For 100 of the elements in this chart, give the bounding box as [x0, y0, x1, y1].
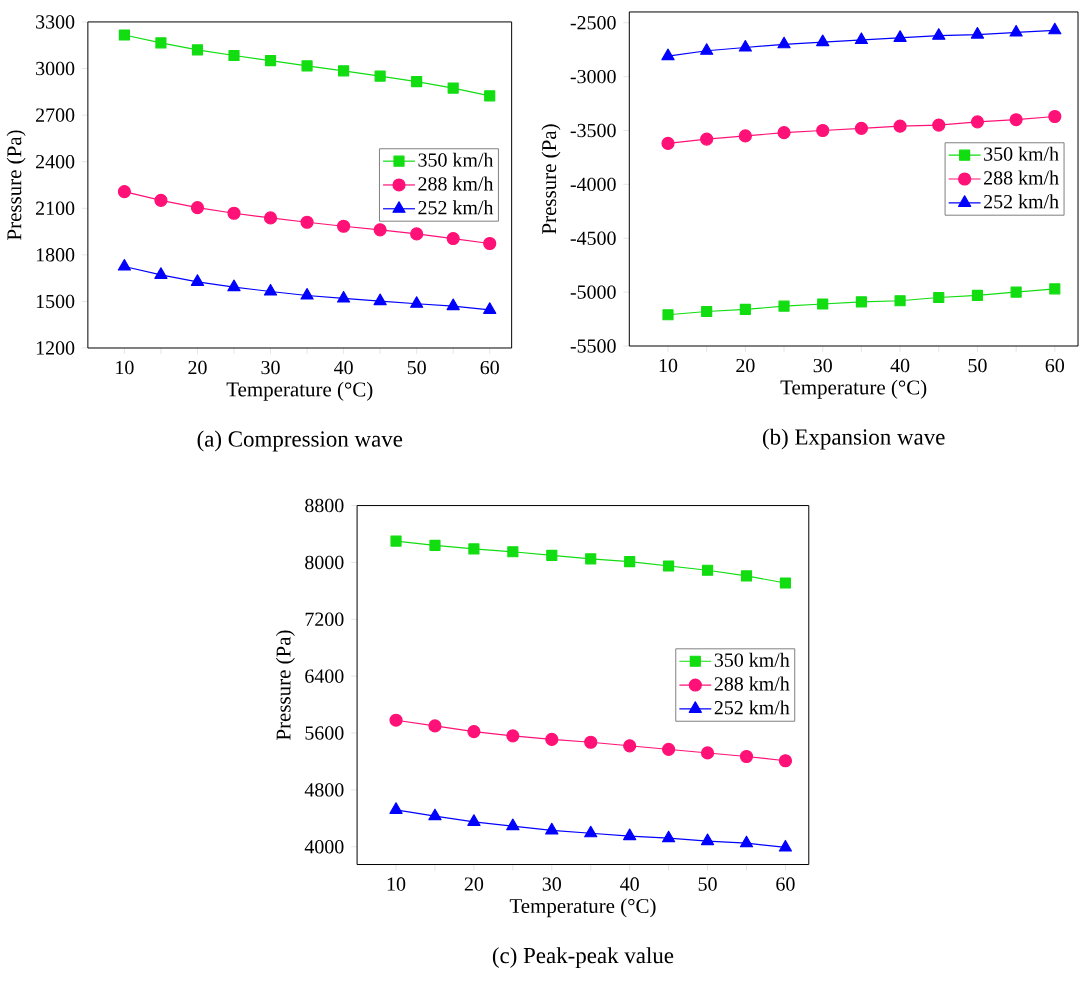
- point: [411, 75, 423, 88]
- y-tick-label: 1200: [36, 341, 75, 355]
- point: [623, 739, 637, 753]
- legend-label: 350 km/h: [984, 146, 1059, 161]
- point: [778, 300, 790, 312]
- point: [390, 535, 402, 547]
- y-tick-label: -4000: [570, 177, 616, 192]
- y-axis-title: Pressure (Pa): [541, 124, 561, 234]
- x-axis-title: Temperature (°C): [509, 898, 656, 918]
- point: [227, 206, 241, 220]
- x-tick-label: 30: [542, 877, 561, 891]
- y-tick-label: 8000: [305, 555, 344, 570]
- legend-label: 288 km/h: [714, 676, 790, 691]
- point: [483, 302, 497, 314]
- y-tick-label: -5000: [570, 285, 616, 299]
- point: [300, 215, 314, 229]
- y-tick-label: 4000: [304, 839, 344, 854]
- point: [854, 121, 868, 135]
- y-tick-label: -5500: [570, 339, 616, 353]
- point: [428, 719, 442, 733]
- point: [410, 227, 424, 241]
- point: [190, 274, 205, 286]
- point: [338, 65, 350, 77]
- point: [117, 258, 132, 271]
- point: [191, 44, 204, 56]
- point: [700, 746, 715, 760]
- point: [429, 539, 441, 551]
- point: [739, 835, 754, 848]
- point: [228, 49, 240, 61]
- point: [337, 219, 351, 233]
- point: [545, 822, 559, 835]
- x-tick-label: 40: [334, 360, 353, 375]
- x-tick-label: 60: [776, 877, 795, 891]
- point: [546, 549, 558, 561]
- point: [970, 26, 985, 39]
- legend-label: 252 km/h: [418, 200, 494, 215]
- point: [263, 211, 278, 225]
- x-tick-label: 10: [387, 877, 406, 891]
- text: (b) Expansion wave: [762, 428, 945, 450]
- point: [373, 223, 387, 237]
- point: [624, 556, 636, 568]
- point: [1009, 24, 1023, 37]
- point: [263, 283, 278, 296]
- y-tick-label: 3300: [36, 15, 75, 29]
- point: [778, 754, 793, 768]
- y-tick-label: 7200: [305, 612, 344, 626]
- point: [585, 553, 597, 565]
- y-tick-label: -3500: [570, 123, 616, 138]
- point: [740, 570, 753, 582]
- point: [739, 303, 751, 315]
- point: [155, 37, 167, 49]
- point: [1048, 109, 1062, 123]
- point: [545, 732, 559, 746]
- x-tick-label: 50: [407, 360, 426, 375]
- point: [154, 267, 168, 279]
- y-tick-label: 3000: [36, 61, 75, 76]
- point: [468, 543, 480, 555]
- x-tick-label: 40: [620, 877, 639, 891]
- point: [893, 119, 907, 133]
- legend-label: 288 km/h: [984, 170, 1059, 185]
- x-tick-label: 30: [813, 358, 832, 373]
- y-tick-label: 5600: [305, 726, 344, 740]
- point: [264, 54, 277, 67]
- point: [700, 132, 714, 146]
- x-axis-title: Temperature (°C): [226, 381, 373, 401]
- x-tick-label: 60: [480, 360, 499, 375]
- y-tick-label: 8800: [305, 498, 344, 513]
- text: (c) Peak-peak value: [492, 947, 674, 968]
- legend-label: 288 km/h: [418, 176, 494, 191]
- point: [777, 125, 791, 140]
- y-tick-label: -2500: [570, 15, 616, 30]
- point: [701, 564, 714, 576]
- x-tick-label: 20: [736, 358, 755, 373]
- x-tick-label: 20: [464, 877, 484, 891]
- point: [662, 742, 676, 756]
- legend-label: 252 km/h: [714, 700, 790, 715]
- point: [227, 279, 241, 292]
- y-tick-label: 4800: [304, 783, 344, 797]
- point: [190, 200, 205, 215]
- point: [389, 802, 403, 814]
- point: [118, 29, 130, 41]
- point: [662, 309, 674, 321]
- point: [506, 729, 520, 743]
- point: [701, 305, 713, 318]
- point: [738, 129, 752, 143]
- point: [483, 236, 497, 251]
- point: [1009, 113, 1023, 127]
- text: (a) Compression wave: [197, 430, 403, 452]
- y-tick-label: 2100: [36, 201, 75, 215]
- point: [855, 296, 867, 308]
- y-tick-label: 1800: [36, 248, 75, 262]
- point: [700, 43, 714, 55]
- point: [893, 30, 907, 42]
- point: [816, 123, 830, 137]
- point: [933, 291, 945, 304]
- point: [777, 36, 791, 49]
- point: [623, 828, 637, 841]
- point: [970, 115, 985, 129]
- point: [484, 90, 496, 102]
- point: [446, 231, 460, 246]
